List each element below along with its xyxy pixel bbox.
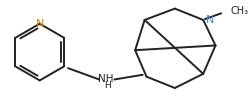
- Text: NH: NH: [98, 74, 114, 84]
- Text: H: H: [104, 81, 111, 90]
- Text: CH₃: CH₃: [231, 6, 249, 16]
- Text: N: N: [36, 19, 44, 29]
- Text: N: N: [206, 15, 214, 25]
